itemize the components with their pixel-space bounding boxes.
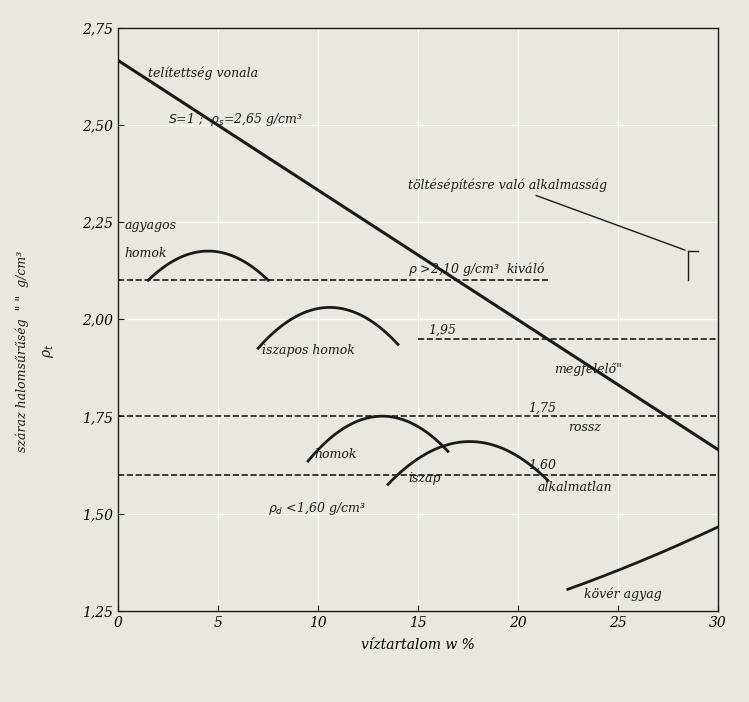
Text: iszapos homok: iszapos homok	[262, 345, 355, 357]
Text: rossz: rossz	[568, 421, 601, 435]
Text: megfelelő": megfelelő"	[554, 363, 622, 376]
Text: $\rho_d$ <1,60 g/cm³: $\rho_d$ <1,60 g/cm³	[268, 501, 366, 517]
Text: kövér agyag: kövér agyag	[583, 588, 661, 601]
Text: $\rho$ >2,10 g/cm³  kiváló: $\rho$ >2,10 g/cm³ kiváló	[408, 260, 545, 277]
Text: száraz halomsűrűség  " "  g/cm³: száraz halomsűrűség " " g/cm³	[16, 251, 29, 451]
Text: 1,60: 1,60	[528, 459, 556, 472]
Text: homok: homok	[314, 448, 357, 461]
Text: telítettség vonala: telítettség vonala	[148, 67, 258, 80]
Text: ρ$_t$: ρ$_t$	[41, 344, 56, 358]
Text: töltésépítésre való alkalmasság: töltésépítésre való alkalmasság	[408, 178, 685, 250]
Text: $S$=1 ;  $\rho_s$=2,65 g/cm³: $S$=1 ; $\rho_s$=2,65 g/cm³	[169, 111, 303, 128]
Text: 1,95: 1,95	[428, 324, 456, 336]
Text: homok: homok	[124, 247, 167, 260]
Text: agyagos: agyagos	[124, 218, 176, 232]
Text: alkalmatlan: alkalmatlan	[538, 482, 613, 494]
X-axis label: víztartalom w %: víztartalom w %	[361, 638, 475, 652]
Text: iszap: iszap	[408, 472, 440, 484]
Text: 1,75: 1,75	[528, 402, 556, 414]
